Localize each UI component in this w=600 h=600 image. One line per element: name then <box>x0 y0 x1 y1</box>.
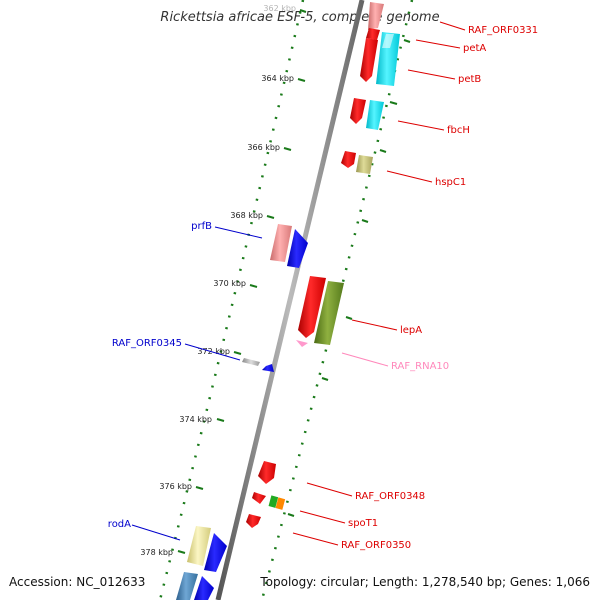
gene-label-spoT1: spoT1 <box>348 518 378 529</box>
gene-label-rodA: rodA <box>108 519 131 530</box>
tick-label: 378 kbp <box>140 548 173 557</box>
tick-368: 368 kbp <box>230 211 275 220</box>
tick-374: 374 kbp <box>179 415 225 424</box>
gene-RAF_ORF0350[interactable] <box>246 514 261 528</box>
gene-label-lepA: lepA <box>400 325 422 336</box>
tick-label: 370 kbp <box>213 279 246 288</box>
tick-label: 364 kbp <box>261 74 294 83</box>
gene-label-RAF_ORF0331: RAF_ORF0331 <box>468 25 538 36</box>
gene-spoT1[interactable] <box>252 492 286 510</box>
gene-hspC1[interactable] <box>341 151 373 174</box>
gene-label-petB: petB <box>458 74 481 85</box>
inner-tick-track <box>158 0 305 600</box>
tick-label: 362 kbp <box>263 4 296 13</box>
gene-fbcH[interactable] <box>350 98 384 130</box>
gene-label-hspC1: hspC1 <box>435 177 466 188</box>
gene-label-RAF_RNA10: RAF_RNA10 <box>391 361 449 372</box>
gene-label-RAF_ORF0345: RAF_ORF0345 <box>112 338 182 349</box>
accession-text: Accession: NC_012633 <box>9 575 146 589</box>
gene-label-petA: petA <box>463 43 486 54</box>
outer-dashes <box>287 39 411 517</box>
tick-362: 362 kbp <box>263 4 307 13</box>
gene-label-RAF_ORF0348: RAF_ORF0348 <box>355 491 425 502</box>
gene-RAF_ORF0348[interactable] <box>258 461 276 484</box>
tick-378: 378 kbp <box>140 548 186 557</box>
gene-petA[interactable] <box>360 32 400 86</box>
topology-text: Topology: circular; Length: 1,278,540 bp… <box>260 575 590 589</box>
leader-lines <box>131 21 466 546</box>
tick-372: 372 kbp <box>197 347 242 356</box>
gene-label-prfB: prfB <box>191 221 212 232</box>
gene-petB[interactable] <box>382 34 394 48</box>
tick-label: 366 kbp <box>247 143 280 152</box>
gene-RAF_ORF0331[interactable] <box>366 2 384 40</box>
gene-label-RAF_ORF0350: RAF_ORF0350 <box>341 540 411 551</box>
gene-label-fbcH: fbcH <box>447 125 470 136</box>
tick-364: 364 kbp <box>261 74 306 83</box>
tick-label: 374 kbp <box>179 415 212 424</box>
gene-rodA[interactable] <box>187 526 227 572</box>
gene-RAF_RNA10[interactable] <box>296 340 308 347</box>
genome-backbone <box>215 0 365 600</box>
tick-label: 372 kbp <box>197 347 230 356</box>
gene-bottom-partial[interactable] <box>176 572 214 600</box>
gene-RAF_ORF0345[interactable] <box>242 358 274 372</box>
gene-prfB[interactable] <box>270 224 308 268</box>
tick-label: 368 kbp <box>230 211 263 220</box>
tick-366: 366 kbp <box>247 143 292 152</box>
tick-label: 376 kbp <box>159 482 192 491</box>
tick-370: 370 kbp <box>213 279 258 288</box>
tick-376: 376 kbp <box>159 482 204 491</box>
gene-lepA[interactable] <box>298 276 344 345</box>
